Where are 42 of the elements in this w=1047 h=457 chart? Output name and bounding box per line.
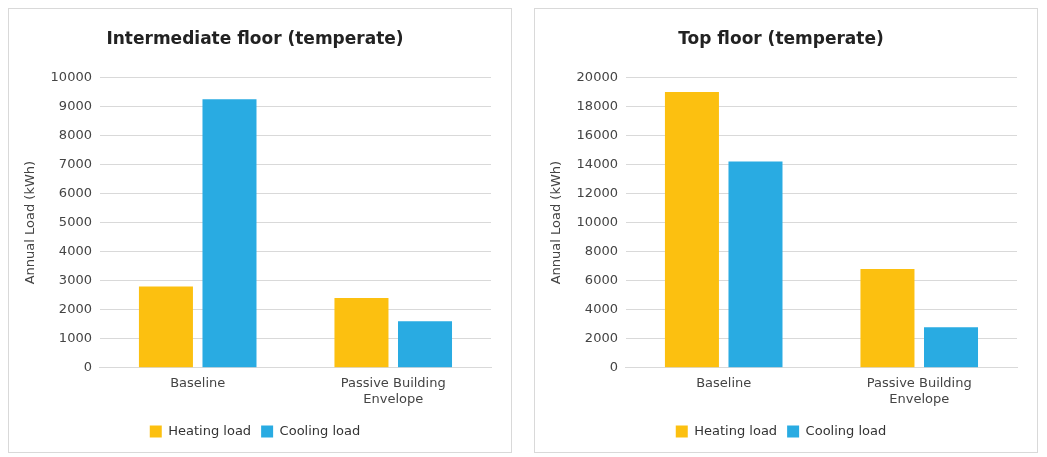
y-tick-label: 14000 (576, 155, 618, 171)
bar (202, 99, 257, 368)
y-tick-label: 9000 (58, 97, 92, 113)
y-tick-label: 6000 (58, 184, 92, 200)
bar (138, 286, 193, 368)
bar (924, 327, 979, 368)
x-tick-label: Baseline (696, 374, 752, 390)
y-tick-label: 1000 (58, 330, 92, 346)
y-tick-label: 10000 (576, 213, 618, 229)
y-tick-label: 20000 (576, 68, 618, 84)
y-tick-label: 18000 (576, 97, 618, 113)
bar (334, 298, 389, 368)
y-tick-label: 0 (83, 359, 92, 375)
y-tick-label: 4000 (584, 301, 618, 317)
chart-title: Top floor (temperate) (678, 27, 884, 48)
legend-label: Heating load (694, 422, 778, 438)
bar (860, 269, 915, 368)
y-axis-title: Annual Load (kWh) (548, 160, 564, 285)
legend-label: Cooling load (805, 422, 887, 438)
y-tick-label: 10000 (50, 68, 92, 84)
y-tick-label: 6000 (584, 272, 618, 288)
bar (398, 321, 453, 368)
x-tick-label: Passive Building Envelope (340, 374, 446, 406)
y-tick-label: 2000 (584, 330, 618, 346)
y-tick-label: 12000 (576, 184, 618, 200)
chart-title: Intermediate floor (temperate) (106, 27, 404, 48)
y-tick-label: 7000 (58, 155, 92, 171)
y-axis-title: Annual Load (kWh) (22, 160, 38, 285)
legend-label: Cooling load (279, 422, 361, 438)
bar (664, 91, 719, 368)
y-tick-label: 16000 (576, 126, 618, 142)
legend-label: Heating load (168, 422, 252, 438)
bar (728, 161, 783, 368)
y-tick-label: 8000 (584, 243, 618, 259)
y-tick-label: 4000 (58, 243, 92, 259)
x-tick-label: Passive Building Envelope (866, 374, 972, 406)
y-tick-label: 8000 (58, 126, 92, 142)
y-tick-label: 3000 (58, 272, 92, 288)
x-tick-label: Baseline (170, 374, 226, 390)
y-tick-label: 0 (609, 359, 618, 375)
y-tick-label: 2000 (58, 301, 92, 317)
y-tick-label: 5000 (58, 213, 92, 229)
